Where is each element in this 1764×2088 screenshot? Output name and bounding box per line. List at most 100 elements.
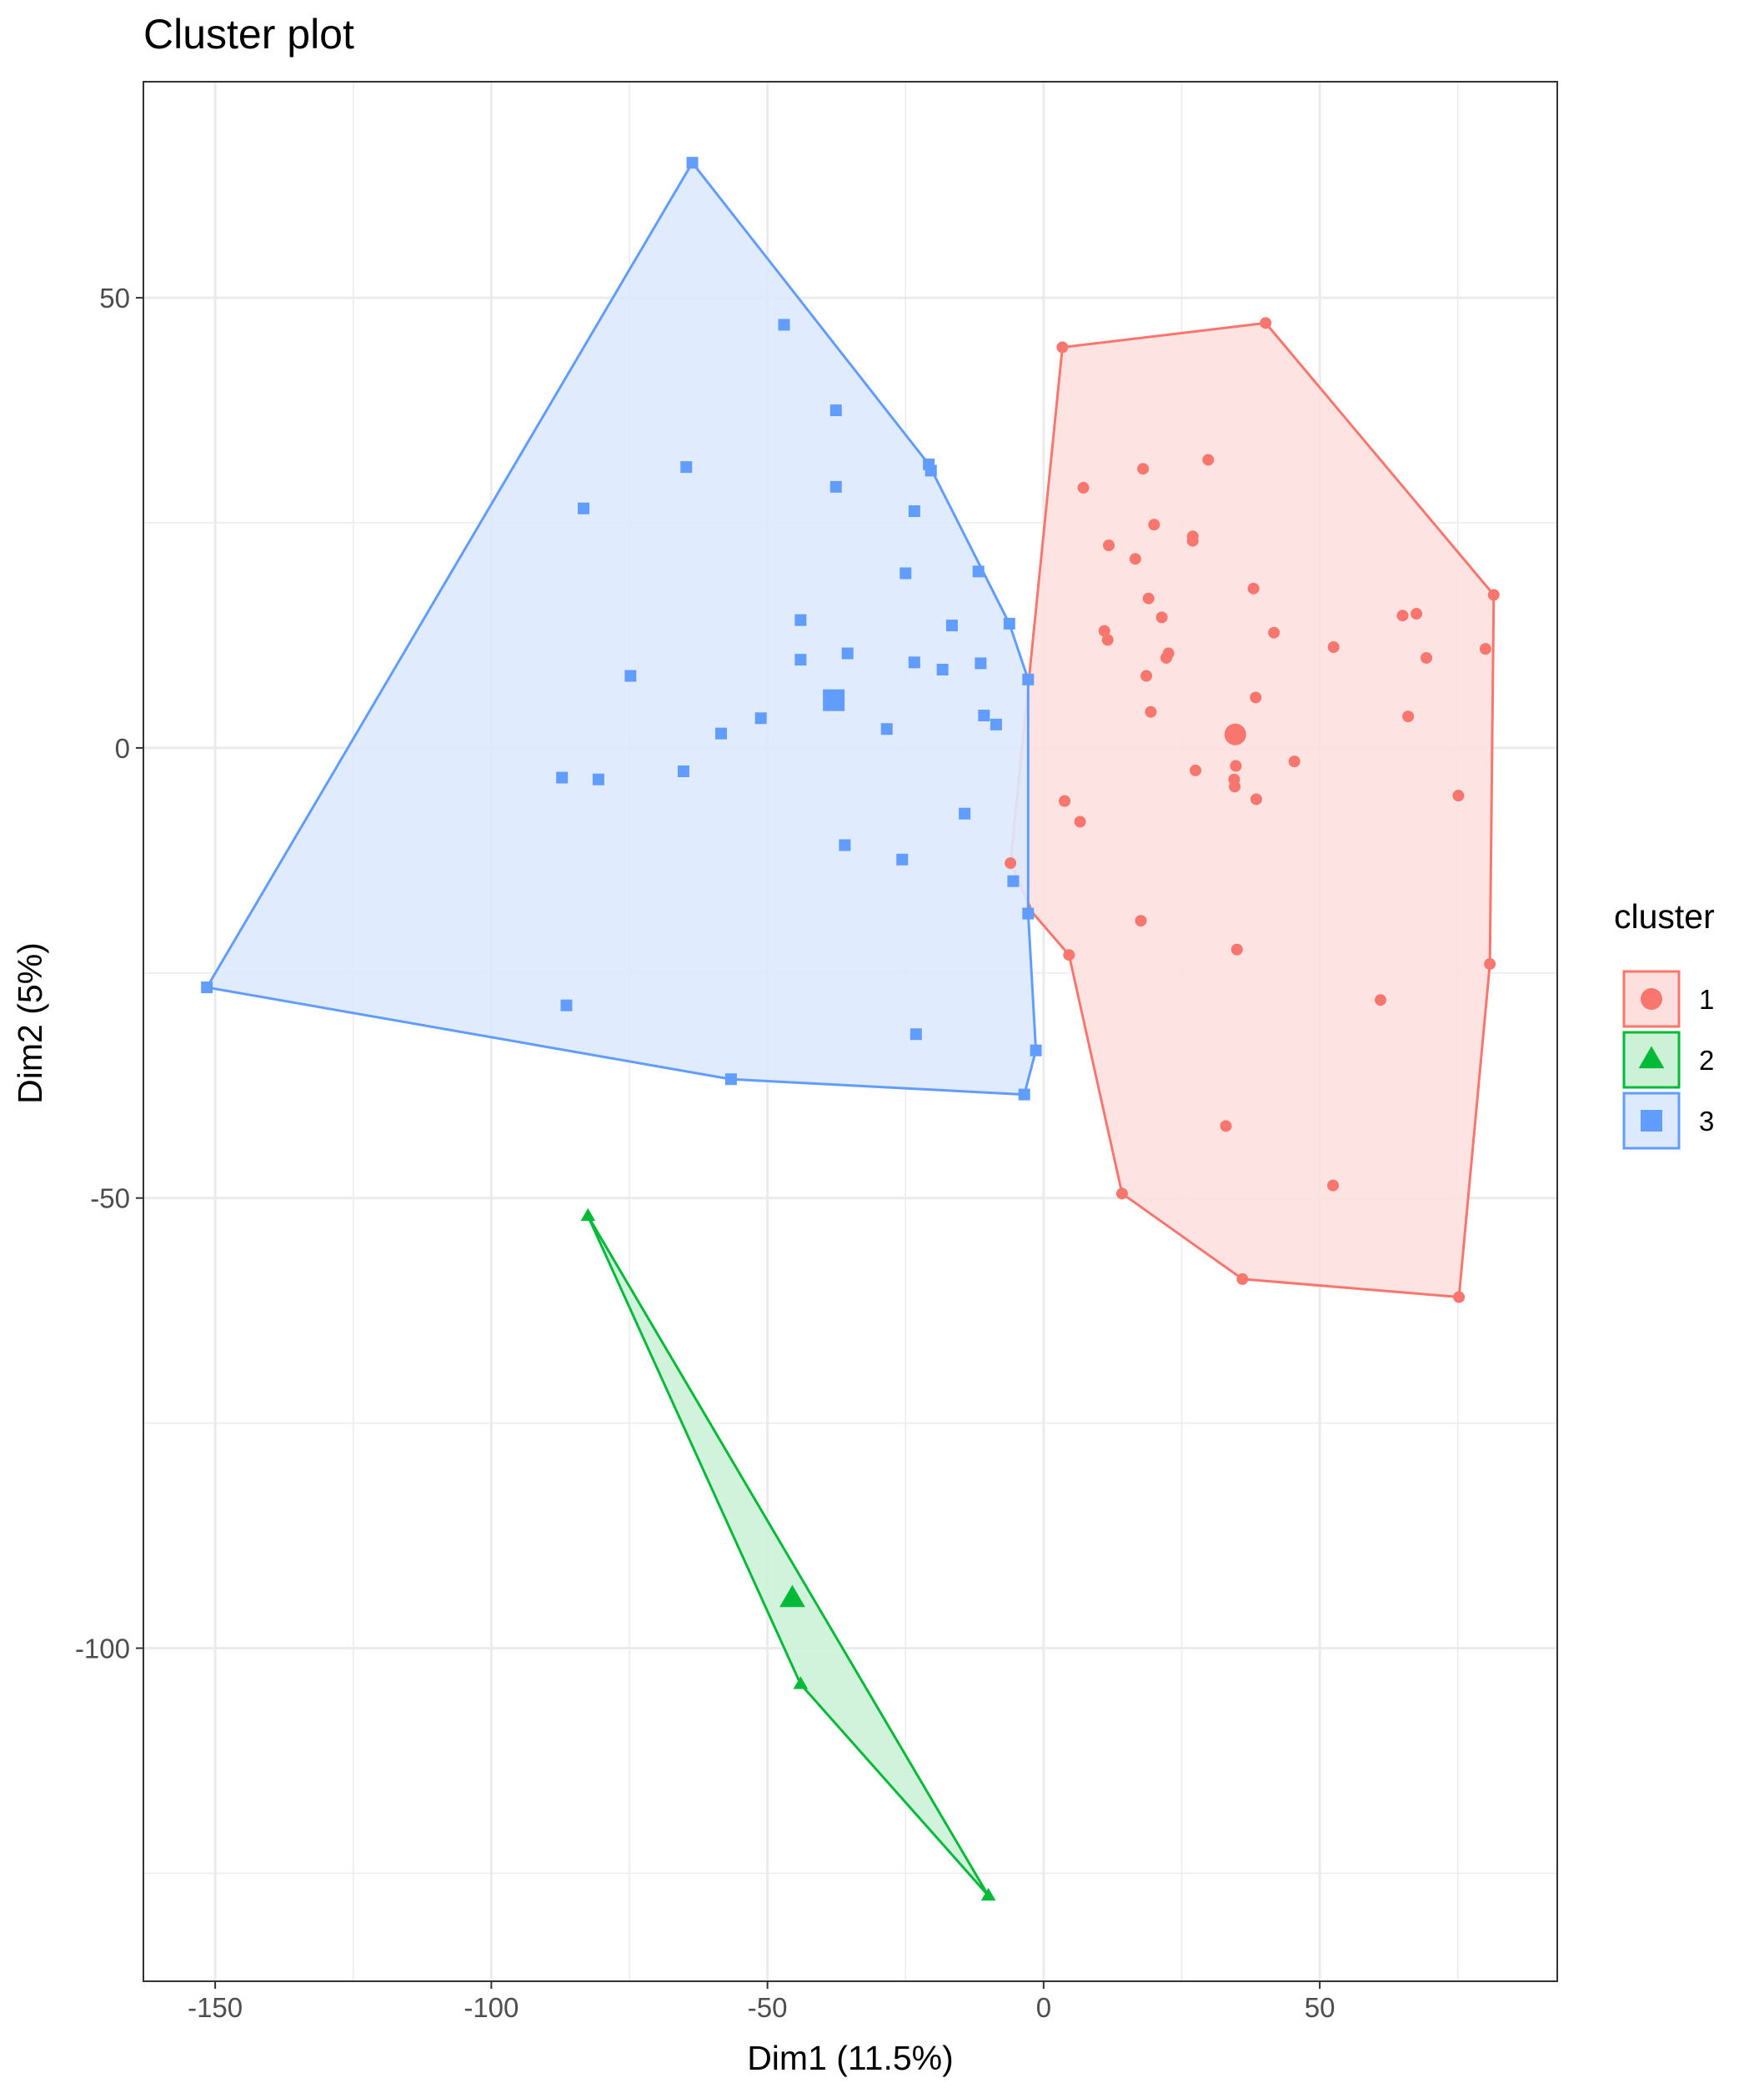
cluster-3-point [829,404,842,417]
cluster-1-point [1487,589,1500,601]
cluster-1-point [1484,958,1496,971]
cluster-1-point [1135,915,1147,927]
x-tick-label: -50 [748,1992,788,2023]
cluster-3-point [990,718,1002,730]
x-tick-label: -100 [464,1992,519,2023]
cluster-1-point [1479,643,1491,655]
cluster-3-point [560,999,573,1011]
cluster-3-point [896,853,909,866]
cluster-1-point [1148,519,1160,531]
cluster-1-point [1327,1179,1340,1192]
cluster-1-point [1059,795,1071,807]
cluster-3-point [908,504,920,517]
cluster-1-point [1250,691,1262,704]
cluster-3-point [1022,907,1035,920]
cluster-1-point [1056,341,1069,354]
cluster-1-point [1190,764,1202,776]
y-axis-title: Dim2 (5%) [11,942,49,1104]
cluster-1-point [1268,626,1280,639]
cluster-3-point [880,723,893,735]
y-tick-label: 50 [99,283,130,314]
cluster-hulls [205,161,1496,1897]
cluster-3-point [794,614,807,626]
cluster-1-point [1230,943,1243,956]
cluster-centers [779,689,1246,1608]
cluster-3-point [945,620,958,632]
cluster-3-point [201,981,213,994]
cluster-2-center [779,1584,805,1608]
cluster-3-point [900,567,912,580]
cluster-3-point [1003,617,1015,630]
legend: cluster 1 2 3 [1614,897,1715,1150]
cluster-3-point [908,656,920,669]
cluster-1-point [1420,651,1432,664]
cluster-3-point [794,654,807,666]
chart-title: Cluster plot [143,11,354,58]
cluster-1-point [1101,634,1114,646]
y-axis: 50 0 -50 -100 [75,283,143,1664]
cluster-3-point [925,464,937,477]
cluster-3-point [624,670,637,682]
cluster-3-point [1007,875,1020,887]
legend-label-2: 2 [1699,1045,1714,1076]
cluster-3-point [1030,1044,1042,1057]
cluster-3-point [841,647,854,660]
cluster-1-point [1230,760,1242,772]
legend-label-3: 3 [1699,1106,1714,1137]
cluster-3-point [1018,1088,1030,1101]
cluster-3-point [714,727,727,740]
cluster-3-point [778,319,790,331]
cluster-1-point [1145,705,1157,718]
x-tick-label: 0 [1036,1992,1051,2023]
plot-panel-border [143,81,1558,1982]
cluster-1-point [1162,647,1175,660]
cluster-1-point [1202,454,1215,466]
cluster-1-hull [1009,321,1496,1298]
cluster-2-point [980,1888,996,1901]
x-axis-title: Dim1 (11.5%) [747,2039,954,2077]
cluster-1-point [1220,1120,1232,1132]
cluster-1-point [1396,610,1409,622]
cluster-3-point [677,765,689,777]
cluster-3-point [975,657,987,670]
y-tick-label: 0 [115,733,130,764]
cluster-1-point [1229,780,1241,793]
cluster-3-point [592,773,604,786]
cluster-1-point [1411,608,1423,620]
legend-marker-1 [1641,988,1662,1010]
cluster-3-center [823,689,845,711]
cluster-3-point [910,1028,922,1041]
cluster-3-point [1022,673,1035,685]
cluster-3-point [936,663,949,675]
cluster-3-point [686,157,699,169]
legend-marker-3 [1641,1110,1662,1132]
cluster-points [201,157,1500,1901]
cluster-1-point [1236,1272,1249,1285]
cluster-1-point [1375,994,1386,1006]
x-tick-label: 50 [1305,1992,1336,2023]
cluster-1-point [1453,1291,1466,1303]
cluster-1-point [1074,816,1086,828]
cluster-1-point [1250,793,1262,806]
cluster-1-point [1077,481,1090,494]
cluster-3-point [724,1073,737,1086]
cluster-1-point [1402,710,1415,723]
legend-marker-2 [1638,1046,1665,1069]
cluster-2-hull [586,1214,990,1897]
cluster-3-point [556,771,569,784]
cluster-1-point [1063,949,1075,961]
cluster-1-point [1288,755,1300,768]
cluster-3-point [959,807,971,820]
cluster-2-point [580,1207,596,1222]
cluster-3-point [839,839,851,851]
cluster-1-point [1142,592,1155,605]
cluster-1-point [1137,463,1150,475]
y-tick-label: -50 [90,1183,130,1214]
cluster-1-point [1327,641,1340,654]
cluster-3-point [680,461,693,474]
cluster-1-point [1098,625,1110,637]
cluster-3-point [978,710,990,722]
cluster-1-point [1155,611,1168,624]
cluster-1-point [1186,535,1199,547]
